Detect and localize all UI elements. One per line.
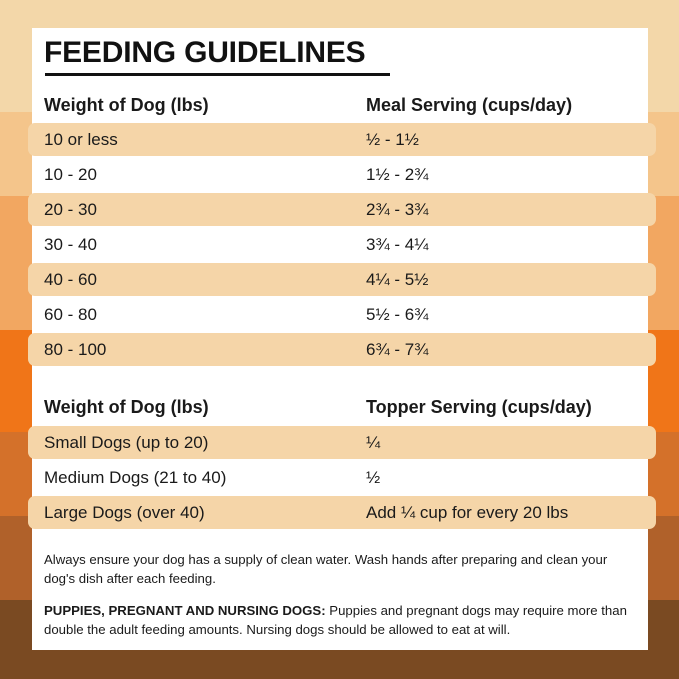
cell-serving: 6¾ - 7¾ — [366, 339, 429, 359]
cell-serving: Add ¼ cup for every 20 lbs — [366, 502, 569, 522]
table-row: 10 - 20 1½ - 2¾ — [44, 158, 648, 191]
meal-table-header-row: Weight of Dog (lbs) Meal Serving (cups/d… — [44, 89, 648, 122]
cell-serving: ½ - 1½ — [366, 129, 419, 149]
title-underline — [45, 73, 390, 76]
cell-weight: 60 - 80 — [44, 304, 97, 324]
cell-weight: 80 - 100 — [44, 339, 107, 359]
puppies-note: PUPPIES, PREGNANT AND NURSING DOGS: Pupp… — [44, 601, 640, 639]
cell-weight: 40 - 60 — [44, 269, 97, 289]
cell-serving: 1½ - 2¾ — [366, 164, 429, 184]
cell-weight: 20 - 30 — [44, 199, 97, 219]
table-row: 20 - 30 2¾ - 3¾ — [28, 193, 656, 226]
table-row: 80 - 100 6¾ - 7¾ — [28, 333, 656, 366]
table-row: 60 - 80 5½ - 6¾ — [44, 298, 648, 331]
table-row: Medium Dogs (21 to 40) ½ — [44, 461, 648, 494]
meal-header-weight: Weight of Dog (lbs) — [44, 95, 209, 115]
topper-table-header-row: Weight of Dog (lbs) Topper Serving (cups… — [44, 391, 648, 424]
page-title: FEEDING GUIDELINES — [44, 36, 366, 69]
table-row: 10 or less ½ - 1½ — [28, 123, 656, 156]
table-row: 40 - 60 4¼ - 5½ — [28, 263, 656, 296]
cell-weight: 10 - 20 — [44, 164, 97, 184]
cell-weight: 10 or less — [44, 129, 118, 149]
topper-header-serving: Topper Serving (cups/day) — [366, 397, 592, 417]
cell-weight: Large Dogs (over 40) — [44, 502, 205, 522]
cell-serving: 2¾ - 3¾ — [366, 199, 429, 219]
cell-serving: ½ — [366, 467, 381, 487]
meal-header-serving: Meal Serving (cups/day) — [366, 95, 573, 115]
puppies-note-label: PUPPIES, PREGNANT AND NURSING DOGS: — [44, 603, 326, 618]
cell-weight: Small Dogs (up to 20) — [44, 432, 209, 452]
table-row: 30 - 40 3¾ - 4¼ — [44, 228, 648, 261]
water-note: Always ensure your dog has a supply of c… — [44, 552, 608, 587]
table-row: Large Dogs (over 40) Add ¼ cup for every… — [28, 496, 656, 529]
cell-serving: ¼ — [366, 432, 381, 452]
puppies-note-text: Puppies and pregnant dogs may require mo… — [44, 603, 627, 638]
cell-serving: 4¼ - 5½ — [366, 269, 429, 289]
cell-serving: 5½ - 6¾ — [366, 304, 429, 324]
topper-header-weight: Weight of Dog (lbs) — [44, 397, 209, 417]
cell-weight: Medium Dogs (21 to 40) — [44, 467, 227, 487]
cell-weight: 30 - 40 — [44, 234, 97, 254]
cell-serving: 3¾ - 4¼ — [366, 234, 429, 254]
table-row: Small Dogs (up to 20) ¼ — [28, 426, 656, 459]
